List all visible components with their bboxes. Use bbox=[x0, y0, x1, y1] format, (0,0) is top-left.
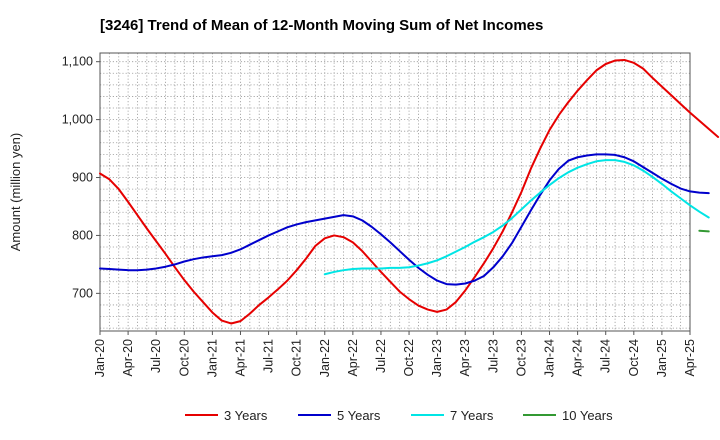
y-tick-label: 1,000 bbox=[62, 113, 93, 127]
x-tick-label: Jul-21 bbox=[262, 339, 276, 373]
plot-background bbox=[100, 53, 690, 331]
x-tick-label: Oct-21 bbox=[290, 339, 304, 377]
legend: 3 Years 5 Years 7 Years 10 Years bbox=[185, 408, 613, 423]
x-tick-label: Apr-23 bbox=[458, 339, 472, 377]
x-tick-label: Jul-24 bbox=[599, 339, 613, 373]
y-tick-label: 800 bbox=[72, 228, 93, 242]
x-tick-label: Apr-22 bbox=[346, 339, 360, 377]
x-tick-label: Apr-21 bbox=[233, 339, 247, 377]
x-tick-label: Jan-23 bbox=[430, 339, 444, 377]
y-tick-label: 700 bbox=[72, 286, 93, 300]
series-line-7-years bbox=[323, 159, 710, 276]
x-tick-label: Oct-23 bbox=[514, 339, 528, 377]
x-tick-label: Jan-25 bbox=[655, 339, 669, 377]
y-tick-label: 900 bbox=[72, 171, 93, 185]
x-tick-label: Oct-24 bbox=[627, 339, 641, 377]
x-tick-label: Jul-22 bbox=[374, 339, 388, 373]
x-tick-label: Jan-20 bbox=[93, 339, 107, 377]
series-line-5-years bbox=[99, 153, 710, 286]
x-tick-label: Jul-20 bbox=[149, 339, 163, 373]
x-tick-label: Jan-24 bbox=[543, 339, 557, 377]
x-tick-label: Jul-23 bbox=[486, 339, 500, 373]
legend-label: 3 Years bbox=[224, 408, 268, 423]
legend-label: 7 Years bbox=[450, 408, 494, 423]
x-tick-label: Apr-24 bbox=[571, 339, 585, 377]
y-tick-label: 1,100 bbox=[62, 55, 93, 69]
x-tick-label: Jan-21 bbox=[205, 339, 219, 377]
y-axis-label: Amount (million yen) bbox=[8, 133, 23, 252]
chart-title: [3246] Trend of Mean of 12-Month Moving … bbox=[100, 17, 543, 34]
series-line-3-years bbox=[99, 58, 720, 325]
x-tick-label: Oct-20 bbox=[177, 339, 191, 377]
x-tick-label: Oct-22 bbox=[402, 339, 416, 377]
series-line-10-years bbox=[698, 229, 710, 233]
x-tick-label: Apr-20 bbox=[121, 339, 135, 377]
legend-label: 10 Years bbox=[562, 408, 613, 423]
plot-area: 700 800 900 1,000 1,100 Jan-20 Apr-20 Jul-20 Oct… bbox=[62, 52, 720, 377]
x-tick-label: Apr-25 bbox=[683, 339, 697, 377]
legend-label: 5 Years bbox=[337, 408, 381, 423]
x-tick-label: Jan-22 bbox=[318, 339, 332, 377]
